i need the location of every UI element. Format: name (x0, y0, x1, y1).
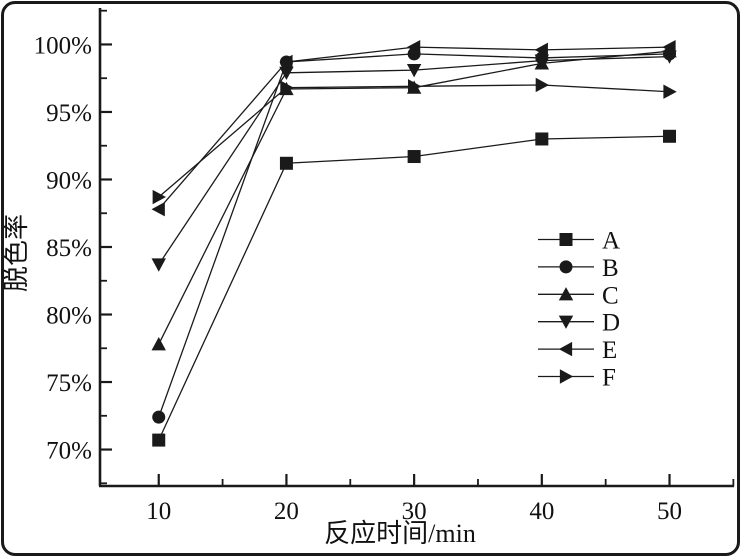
legend-D-label: D (602, 310, 620, 337)
series-F-marker (408, 79, 422, 94)
legend-F-label: F (602, 365, 616, 392)
y-tick-label: 70% (46, 438, 92, 465)
legend-entry-A: A (538, 228, 620, 255)
x-tick-label: 30 (402, 498, 427, 525)
y-tick-label: 90% (46, 167, 92, 194)
legend-entry-F: F (538, 365, 616, 392)
x-tick-label: 50 (657, 498, 682, 525)
series-F-line (158, 84, 670, 198)
series-A-marker (407, 150, 421, 164)
series-E-marker (662, 39, 676, 55)
x-tick-label: 40 (529, 498, 554, 525)
series-F-marker (280, 80, 294, 95)
legend-E-label: E (602, 337, 617, 364)
legend-A-label: A (602, 228, 620, 255)
series-A-marker (152, 433, 166, 447)
legend-C-marker (558, 287, 574, 301)
series-D-marker (662, 50, 677, 64)
series-D-marker (406, 63, 422, 78)
y-tick-label: 85% (46, 235, 92, 262)
data-series (151, 39, 677, 447)
legend-D-marker (558, 315, 574, 329)
series-E-marker (279, 54, 293, 70)
series-B-line (158, 53, 670, 418)
legend-entry-C: C (538, 282, 619, 309)
series-A-marker (535, 132, 549, 146)
series-C-marker (151, 337, 166, 351)
series-F-marker (535, 77, 550, 93)
series-F-marker (663, 84, 677, 99)
ticks (100, 9, 735, 486)
series-A-marker (663, 129, 677, 143)
legend-A-marker (559, 233, 573, 246)
x-axis-title: 反应时间/min (324, 519, 476, 548)
series-F-marker (152, 189, 166, 205)
series-A-marker (279, 156, 293, 170)
legend-B-label: B (602, 255, 619, 282)
legend-E-marker (558, 341, 573, 357)
series-B-marker (152, 410, 166, 424)
y-tick-label: 75% (46, 370, 92, 397)
legend-B-marker (559, 260, 573, 274)
legend-entry-E: E (538, 337, 617, 364)
y-tick-label: 95% (46, 100, 92, 127)
legend-entry-D: D (538, 310, 620, 337)
legend-F-marker (559, 369, 574, 384)
series-E-marker (151, 201, 165, 217)
x-tick-label: 10 (146, 498, 171, 525)
series-D-marker (279, 66, 294, 81)
axes (98, 8, 734, 488)
series-C-line (158, 50, 670, 345)
series-E-marker (534, 42, 548, 58)
x-tick-label: 20 (274, 498, 299, 525)
legend-C-label: C (602, 282, 619, 309)
series-A-line (158, 135, 670, 441)
series-D-marker (534, 54, 550, 68)
series-D-marker (151, 258, 166, 272)
tick-labels: 70% 75% 80% 85% 90% 95% 100% 10 20 30 40 50 (34, 32, 682, 525)
y-tick-label: 100% (34, 32, 92, 59)
y-axis-title: 脱色率 (2, 214, 31, 292)
series-E-marker (406, 39, 421, 55)
legend-entry-B: B (538, 255, 619, 282)
y-tick-label: 80% (46, 303, 92, 330)
